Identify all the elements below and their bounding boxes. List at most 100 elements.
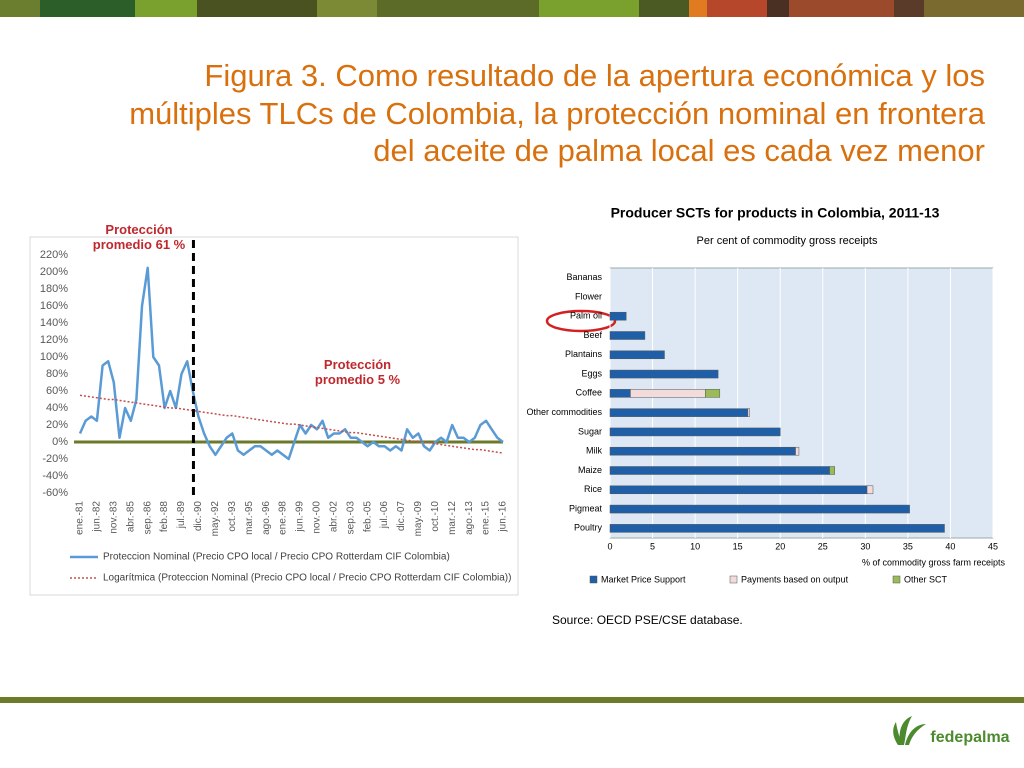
y-tick-label: -40% [42,470,68,482]
x-tick-label: ene.-81 [75,501,86,535]
y-tick-label: Sugar [578,426,602,436]
chart-subtitle: Per cent of commodity gross receipts [697,235,878,247]
x-tick-label: feb.-88 [159,501,170,533]
x-tick-label: abr.-02 [328,501,339,533]
bar-segment [609,504,910,514]
x-tick-label: ago.-96 [261,501,272,535]
y-tick-label: 20% [46,419,68,431]
y-tick-label: Beef [583,330,602,340]
y-tick-label: 160% [40,300,68,312]
y-tick-label: 220% [40,249,68,261]
x-tick-label: jun.-16 [498,501,509,533]
bar-segment [609,446,796,456]
x-tick-label: dic.-07 [396,501,407,531]
highlight-circle [545,309,617,333]
y-tick-label: 100% [40,351,68,363]
y-tick-label: 140% [40,317,68,329]
x-tick-label: nov.-00 [312,501,323,534]
y-tick-label: Eggs [581,368,602,378]
x-tick-label: sep.-86 [142,501,153,535]
x-tick-label: 15 [733,541,743,551]
bar-segment [866,485,874,495]
x-tick-label: 0 [607,541,612,551]
y-tick-label: 60% [46,385,68,397]
y-tick-label: 180% [40,283,68,295]
x-tick-label: jul.-89 [176,501,187,530]
legend-swatch [729,575,738,584]
top-stripe [0,0,1024,17]
annotation: Protección promedio 61 % [92,222,186,252]
y-tick-label: -60% [42,487,68,499]
y-tick-label: Flower [575,291,602,301]
bar-segment [609,311,627,321]
y-tick-label: 0% [52,436,68,448]
x-tick-label: jul.-06 [379,501,390,530]
x-tick-label: 5 [650,541,655,551]
y-tick-label: Pigmeat [569,503,603,513]
legend-swatch [589,575,598,584]
x-tick-label: jun.-82 [92,501,103,533]
y-tick-label: 120% [40,334,68,346]
bar-segment [609,427,781,437]
legend-label: Logarítmica (Proteccion Nominal (Precio … [103,573,511,584]
x-tick-label: oct.-93 [227,501,238,532]
x-tick-label: nov.-83 [108,501,119,534]
y-tick-label: Rice [584,484,602,494]
x-tick-label: 30 [860,541,870,551]
x-axis-label: % of commodity gross farm receipts [862,557,1006,567]
annotation: Protección promedio 5 % [314,357,401,387]
x-tick-label: mar.-95 [244,501,255,535]
bar-segment [609,369,719,379]
x-tick-label: abr.-85 [125,501,136,533]
chart-title: Producer SCTs for products in Colombia, … [611,205,940,221]
y-tick-label: Coffee [576,388,602,398]
legend-label: Market Price Support [601,574,686,584]
bar-segment [609,524,945,533]
y-tick-label: Bananas [566,272,602,282]
y-tick-label: Plantains [565,349,603,359]
x-tick-label: sep.-03 [345,501,356,535]
x-tick-label: feb.-05 [362,501,373,533]
x-tick-label: 40 [945,541,955,551]
source: Source: OECD PSE/CSE database. [552,613,743,627]
x-tick-label: ago.-13 [464,501,475,535]
y-tick-label: Milk [586,446,602,456]
x-tick-label: 25 [818,541,828,551]
logo-icon [893,716,926,745]
bar-segment [747,408,750,417]
slide-title: Figura 3. Como resultado de la apertura … [204,58,985,93]
bar-segment [609,408,749,417]
bar-segment [609,331,646,340]
y-tick-label: 80% [46,368,68,380]
x-tick-label: oct.-10 [430,501,441,532]
bar-plot-area [609,267,994,539]
series-line [78,266,504,461]
y-tick-label: Maize [578,465,602,475]
y-tick-label: 200% [40,266,68,278]
x-tick-label: dic.-90 [193,501,204,531]
logo-text: fedepalma [930,729,1009,746]
bar-segment [705,389,721,398]
x-tick-label: 45 [988,541,998,551]
bar-segment [829,466,835,475]
legend-swatch [892,575,901,584]
slide-title: del aceite de palma local es cada vez me… [373,133,985,168]
y-tick-label: Palm oil [570,311,602,321]
x-tick-label: mar.-12 [447,501,458,535]
bar-segment [609,485,868,495]
legend-label: Payments based on output [741,574,849,584]
bottom-rule [0,697,1024,703]
x-tick-label: may.-09 [413,501,424,537]
bar-segment [609,389,631,398]
bar-segment [609,466,830,475]
x-tick-label: 35 [903,541,913,551]
x-tick-label: jun.-99 [295,501,306,533]
bar-segment [609,350,665,360]
slide-title: múltiples TLCs de Colombia, la protecció… [129,96,986,131]
y-tick-label: Poultry [574,523,603,533]
series-line [79,394,504,454]
bar-segment [630,389,706,398]
y-tick-label: 40% [46,402,68,414]
